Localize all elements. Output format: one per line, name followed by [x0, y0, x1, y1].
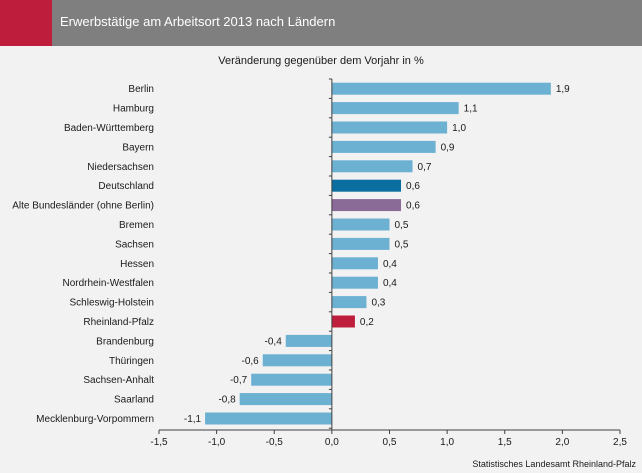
x-tick-label: 0,5: [383, 437, 397, 448]
page-title: Erwerbstätige am Arbeitsort 2013 nach Lä…: [60, 14, 336, 29]
header-accent: [0, 0, 52, 46]
bar: [331, 199, 402, 212]
x-tick-label: 1,0: [440, 437, 454, 448]
bar: [331, 102, 459, 115]
data-label: -0,6: [241, 356, 259, 367]
data-label: 0,6: [406, 201, 420, 212]
data-label: 0,6: [406, 181, 420, 192]
bar: [331, 179, 402, 192]
category-label: Mecklenburg-Vorpommern: [36, 414, 154, 425]
category-label: Brandenburg: [96, 336, 154, 347]
category-label: Hessen: [120, 259, 154, 270]
data-label: 1,9: [556, 84, 570, 95]
data-label: 1,0: [452, 123, 466, 134]
bar: [331, 121, 448, 134]
data-label: -1,1: [184, 414, 202, 425]
bar: [331, 140, 436, 153]
data-label: -0,4: [265, 336, 283, 347]
bar: [331, 237, 390, 250]
category-label: Sachsen: [115, 239, 154, 250]
bar: [331, 315, 355, 328]
data-label: 0,5: [395, 239, 409, 250]
data-label: 1,1: [464, 104, 478, 115]
bar: [205, 412, 332, 425]
bar: [331, 160, 413, 173]
category-label: Thüringen: [109, 356, 154, 367]
category-label: Deutschland: [98, 181, 154, 192]
category-label: Niedersachsen: [87, 162, 154, 173]
category-label: Baden-Württemberg: [64, 123, 154, 134]
bar: [331, 82, 551, 95]
x-tick-label: -1,5: [150, 437, 168, 448]
category-label: Rheinland-Pfalz: [83, 317, 154, 328]
category-label: Berlin: [128, 84, 154, 95]
header-bar: [0, 0, 642, 46]
source-note: Statistisches Landesamt Rheinland-Pfalz: [472, 459, 636, 469]
chart-subtitle: Veränderung gegenüber dem Vorjahr in %: [218, 55, 424, 67]
bar: [331, 218, 390, 231]
x-tick-label: -1,0: [208, 437, 226, 448]
bar: [331, 296, 367, 309]
category-label: Nordrhein-Westfalen: [62, 278, 154, 289]
bar: [262, 354, 332, 367]
x-tick-label: 2,0: [555, 437, 569, 448]
bar: [239, 393, 332, 406]
data-label: -0,7: [230, 375, 248, 386]
category-label: Bayern: [122, 142, 154, 153]
data-label: 0,4: [383, 278, 397, 289]
data-label: 0,2: [360, 317, 374, 328]
x-tick-label: 2,5: [613, 437, 627, 448]
category-label: Saarland: [114, 395, 154, 406]
category-label: Bremen: [119, 220, 154, 231]
bar: [251, 373, 332, 386]
x-tick-label: 1,5: [498, 437, 512, 448]
category-label: Schleswig-Holstein: [70, 298, 154, 309]
data-label: 0,3: [371, 298, 385, 309]
category-label: Hamburg: [113, 104, 154, 115]
bar: [331, 276, 378, 289]
category-label: Sachsen-Anhalt: [83, 375, 154, 386]
data-label: 0,7: [418, 162, 432, 173]
bar: [331, 257, 378, 270]
x-tick-label: 0,0: [325, 437, 339, 448]
data-label: -0,8: [218, 395, 236, 406]
bar: [285, 334, 332, 347]
category-label: Alte Bundesländer (ohne Berlin): [12, 201, 154, 212]
x-tick-label: -0,5: [266, 437, 284, 448]
data-label: 0,9: [441, 142, 455, 153]
data-label: 0,4: [383, 259, 397, 270]
data-label: 0,5: [395, 220, 409, 231]
